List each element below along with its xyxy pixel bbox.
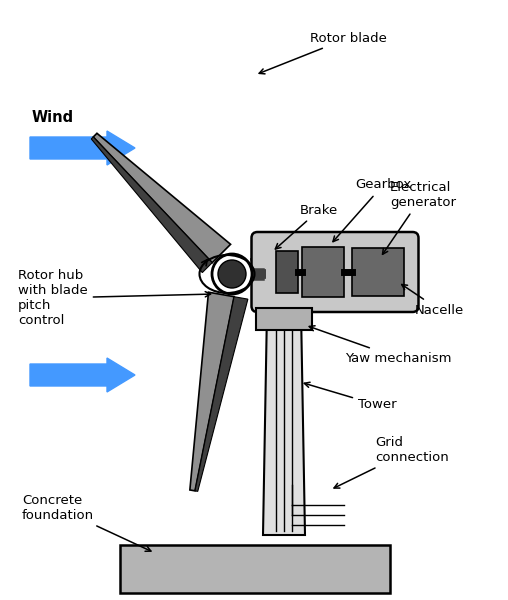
Bar — [302, 247, 343, 297]
Text: Rotor hub
with blade
pitch
control: Rotor hub with blade pitch control — [18, 269, 210, 327]
Text: Rotor blade: Rotor blade — [259, 31, 387, 74]
Text: Brake: Brake — [275, 203, 338, 249]
Text: Electrical
generator: Electrical generator — [383, 181, 456, 254]
Bar — [352, 248, 403, 296]
Text: Yaw mechanism: Yaw mechanism — [309, 326, 452, 364]
Polygon shape — [252, 259, 286, 278]
Bar — [256, 308, 312, 330]
FancyArrow shape — [30, 358, 135, 392]
Polygon shape — [91, 137, 212, 272]
Text: Gearbox: Gearbox — [333, 179, 411, 242]
Polygon shape — [263, 310, 305, 535]
Polygon shape — [250, 257, 285, 265]
Text: Wind: Wind — [32, 110, 74, 125]
Text: Grid
connection: Grid connection — [334, 436, 449, 488]
Polygon shape — [190, 292, 234, 491]
FancyBboxPatch shape — [251, 232, 419, 312]
Ellipse shape — [218, 260, 246, 288]
Bar — [275, 251, 298, 293]
Text: Tower: Tower — [304, 382, 397, 412]
Text: Nacelle: Nacelle — [402, 284, 464, 317]
Bar — [120, 545, 390, 593]
Polygon shape — [195, 297, 248, 491]
Polygon shape — [93, 133, 231, 263]
Text: Concrete
foundation: Concrete foundation — [22, 494, 151, 551]
Ellipse shape — [212, 254, 252, 294]
FancyArrow shape — [30, 131, 135, 165]
